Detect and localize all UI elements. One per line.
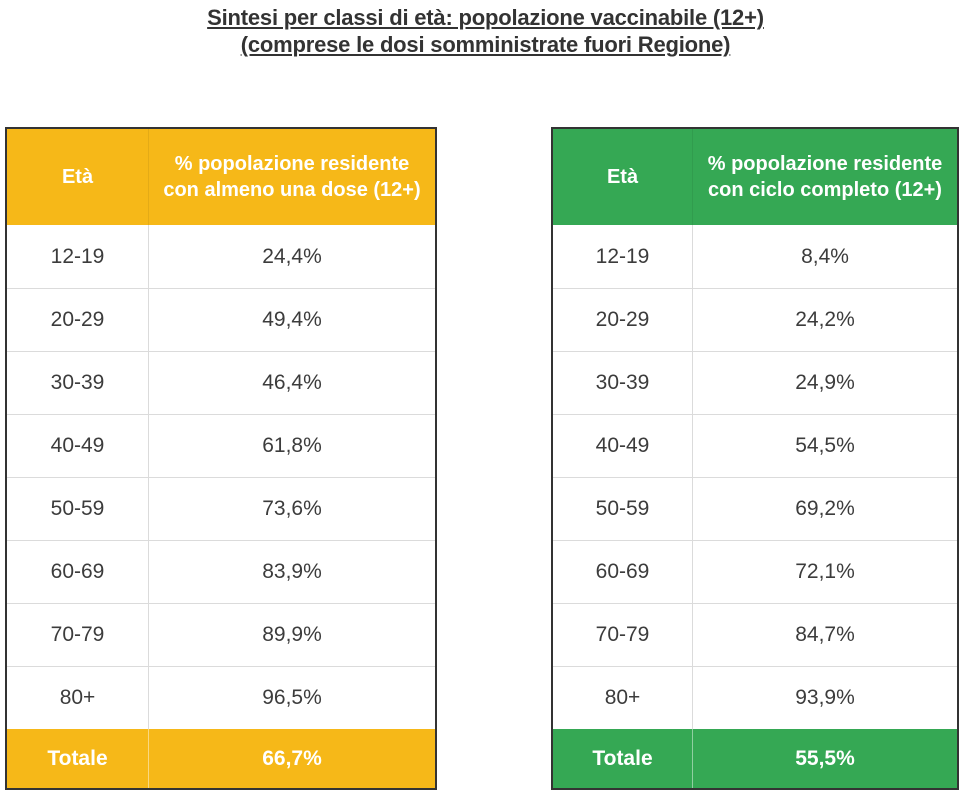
value-cell: 96,5% [262, 686, 322, 709]
age-cell: 60-69 [7, 541, 149, 603]
table-row: 70-79 89,9% [7, 603, 435, 666]
age-cell: 12-19 [553, 225, 693, 288]
table-row: 20-29 24,2% [553, 288, 957, 351]
header-eta: Età [7, 129, 149, 225]
age-cell: 70-79 [553, 604, 693, 666]
value-cell: 84,7% [795, 623, 855, 646]
total-value: 66,7% [262, 746, 322, 770]
value-cell: 24,2% [795, 308, 855, 331]
table-row: 50-59 73,6% [7, 477, 435, 540]
total-label: Totale [7, 729, 149, 788]
table-full-cycle: Età % popolazione residente con ciclo co… [551, 127, 959, 790]
age-cell: 50-59 [553, 478, 693, 540]
age-cell: 40-49 [553, 415, 693, 477]
header-first-dose-label: % popolazione residente con almeno una d… [163, 153, 421, 201]
table-row: 60-69 72,1% [553, 540, 957, 603]
table-row: 12-19 24,4% [7, 225, 435, 288]
table-first-dose-header-row: Età % popolazione residente con almeno u… [7, 129, 435, 225]
value-cell: 69,2% [795, 497, 855, 520]
table-row: 80+ 93,9% [553, 666, 957, 729]
header-eta: Età [553, 129, 693, 225]
age-cell: 20-29 [553, 289, 693, 351]
table-full-cycle-header-row: Età % popolazione residente con ciclo co… [553, 129, 957, 225]
value-cell: 46,4% [262, 371, 322, 394]
age-cell: 60-69 [553, 541, 693, 603]
total-value: 55,5% [795, 746, 855, 770]
age-cell: 20-29 [7, 289, 149, 351]
value-cell: 8,4% [801, 244, 849, 268]
table-row: 40-49 54,5% [553, 414, 957, 477]
table-row: 12-19 8,4% [553, 225, 957, 288]
table-row: 60-69 83,9% [7, 540, 435, 603]
value-cell: 73,6% [262, 497, 322, 520]
total-label: Totale [553, 729, 693, 788]
header-full-cycle-label: % popolazione residente con ciclo comple… [707, 153, 943, 201]
table-row: 50-59 69,2% [553, 477, 957, 540]
value-cell: 89,9% [262, 623, 322, 646]
table-row: 40-49 61,8% [7, 414, 435, 477]
value-cell: 24,9% [795, 371, 855, 394]
age-cell: 70-79 [7, 604, 149, 666]
report-title-line1: Sintesi per classi di età: popolazione v… [207, 5, 764, 30]
age-cell: 12-19 [7, 225, 149, 288]
value-cell: 83,9% [262, 560, 322, 583]
report-title-line2: (comprese le dosi somministrate fuori Re… [240, 32, 731, 57]
value-cell: 24,4% [262, 244, 322, 268]
age-cell: 50-59 [7, 478, 149, 540]
table-row: 30-39 46,4% [7, 351, 435, 414]
table-row: 80+ 96,5% [7, 666, 435, 729]
value-cell: 61,8% [262, 434, 322, 457]
age-cell: 80+ [7, 667, 149, 729]
table-first-dose: Età % popolazione residente con almeno u… [5, 127, 437, 790]
value-cell: 54,5% [795, 434, 855, 457]
age-cell: 40-49 [7, 415, 149, 477]
value-cell: 49,4% [262, 308, 322, 331]
value-cell: 93,9% [795, 686, 855, 709]
report-title: Sintesi per classi di età: popolazione v… [0, 4, 971, 58]
table-total-row: Totale 55,5% [553, 729, 957, 788]
age-cell: 30-39 [553, 352, 693, 414]
table-total-row: Totale 66,7% [7, 729, 435, 788]
table-row: 20-29 49,4% [7, 288, 435, 351]
age-cell: 30-39 [7, 352, 149, 414]
table-row: 70-79 84,7% [553, 603, 957, 666]
value-cell: 72,1% [795, 560, 855, 583]
table-row: 30-39 24,9% [553, 351, 957, 414]
age-cell: 80+ [553, 667, 693, 729]
